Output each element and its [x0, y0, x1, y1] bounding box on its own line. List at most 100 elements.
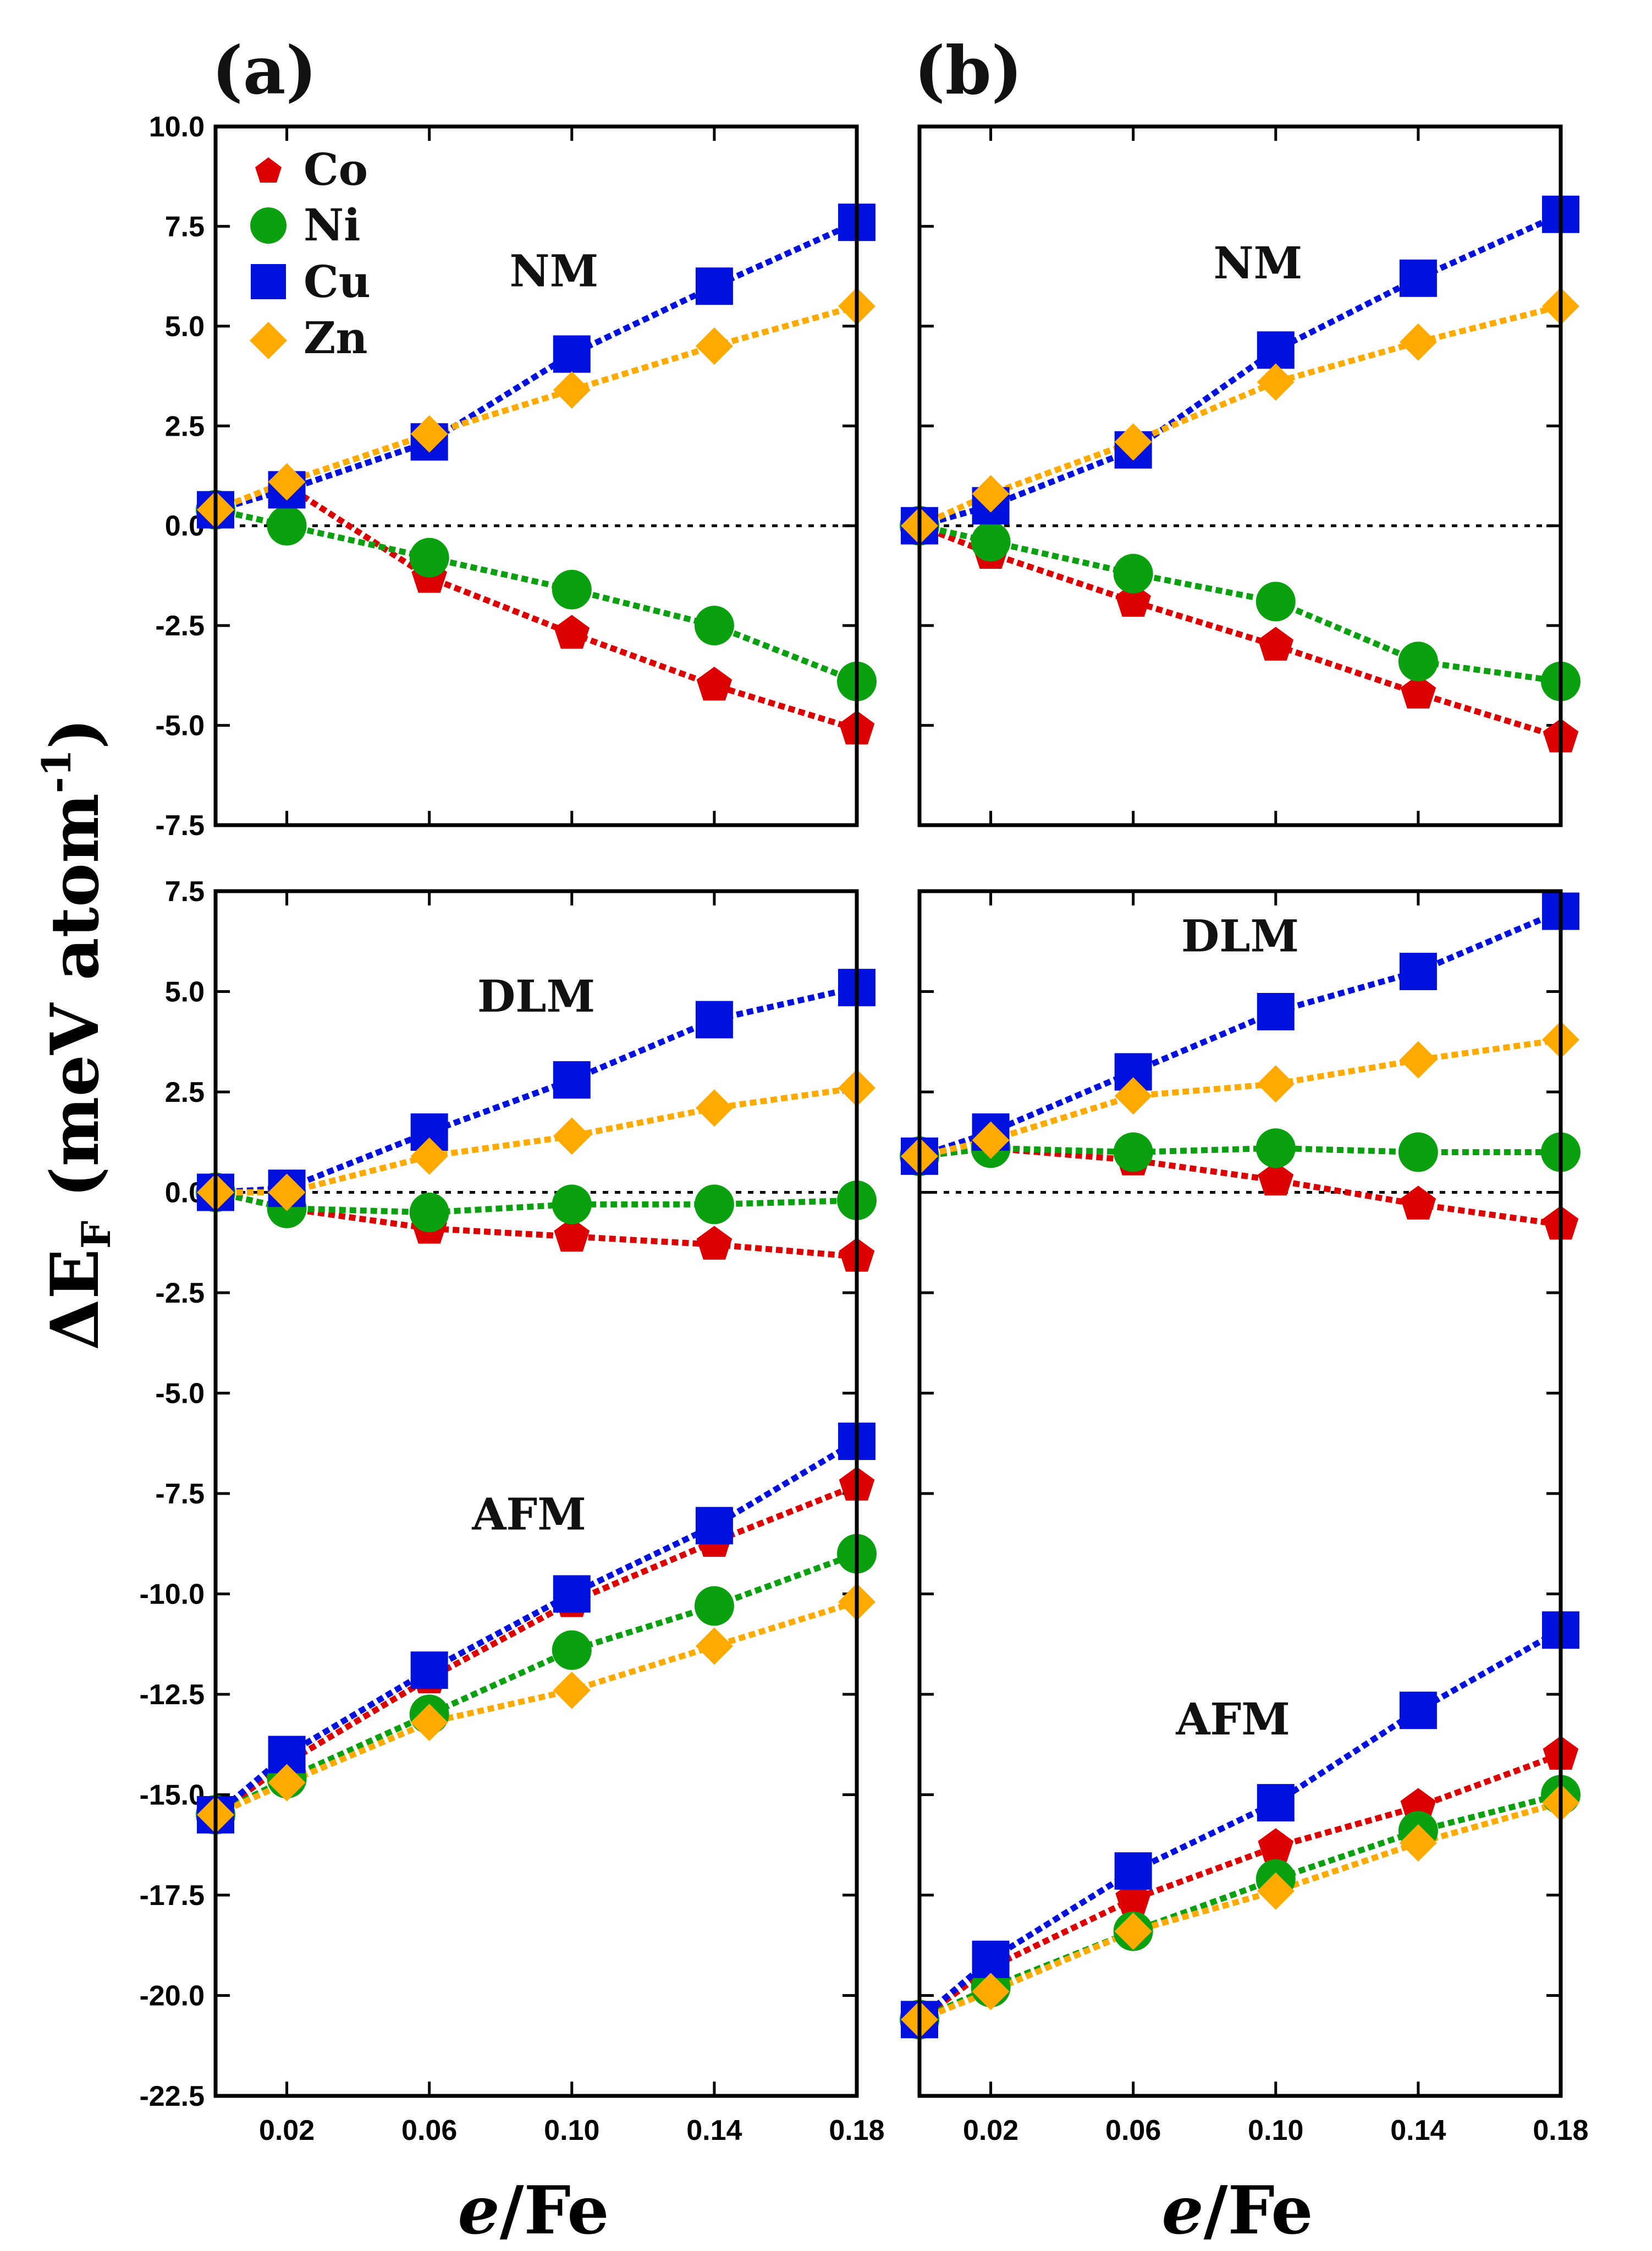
- x-tick-label: 0.18: [1533, 2115, 1588, 2146]
- series-line-zn: [214, 1599, 858, 1818]
- plot-frame: [213, 889, 859, 2098]
- x-tick-label: 0.10: [544, 2115, 599, 2146]
- data-point-zn: [1257, 1065, 1295, 1103]
- data-point-cu: [1114, 1852, 1152, 1890]
- data-point-zn: [410, 1704, 448, 1742]
- x-tick-label: 0.06: [401, 2115, 457, 2146]
- legend-label-zn: Zn: [304, 312, 368, 364]
- data-point-zn: [1257, 363, 1295, 401]
- x-tick-label: 0.06: [1105, 2115, 1161, 2146]
- series-line-co: [214, 1189, 857, 1260]
- data-point-ni: [1398, 641, 1438, 682]
- data-point-zn: [1399, 323, 1437, 361]
- x-tick-label: 0.14: [686, 2115, 742, 2146]
- data-point-ni: [1255, 581, 1296, 622]
- data-point-zn: [972, 1121, 1010, 1159]
- plot-frame: [213, 124, 859, 827]
- plot-frame: [917, 124, 1563, 827]
- region-label-dlm: DLM: [477, 970, 595, 1022]
- y-tick-label: -2.5: [155, 610, 205, 642]
- y-tick-label: -5.0: [155, 1378, 205, 1410]
- y-tick-label: -5.0: [155, 710, 205, 742]
- y-tick-label: 7.5: [165, 876, 205, 908]
- data-point-zn: [972, 1973, 1010, 2011]
- panel-label-a: (a): [212, 32, 317, 109]
- data-point-zn: [553, 1117, 591, 1155]
- x-tick-label: 0.14: [1390, 2115, 1446, 2146]
- region-label-nm: NM: [1214, 237, 1303, 289]
- legend-marker-co: [255, 157, 282, 183]
- y-tick-label: 10.0: [149, 111, 205, 143]
- series-line-ni: [214, 1551, 858, 1818]
- y-tick-label: 5.0: [165, 311, 205, 343]
- data-point-cu: [553, 1061, 591, 1099]
- y-tick-label: 2.5: [165, 410, 205, 442]
- data-point-cu: [410, 1651, 448, 1689]
- y-tick-label: -12.5: [139, 1679, 205, 1711]
- data-point-zn: [1114, 423, 1152, 461]
- data-point-zn: [1257, 1872, 1295, 1910]
- data-point-zn: [553, 371, 591, 409]
- data-point-ni: [1113, 1132, 1153, 1172]
- x-axis-title-b: e/Fe: [1161, 2172, 1313, 2249]
- plots: 10.07.55.02.50.0-2.5-5.0-7.5NM7.55.02.50…: [139, 111, 1588, 2146]
- series-line-zn: [918, 1036, 1561, 1160]
- x-tick-label: 0.02: [259, 2115, 315, 2146]
- data-point-co: [1258, 1828, 1294, 1862]
- data-point-cu: [1399, 1692, 1437, 1730]
- data-point-zn: [1399, 1824, 1437, 1862]
- data-point-ni: [694, 1184, 734, 1225]
- series-line-co: [919, 1145, 1561, 1228]
- legend-marker-cu: [251, 264, 286, 299]
- data-point-ni: [409, 537, 449, 578]
- data-point-ni: [552, 569, 592, 610]
- y-tick-label: 7.5: [165, 211, 205, 243]
- data-point-zn: [1399, 1041, 1437, 1079]
- legend-label-co: Co: [304, 144, 368, 195]
- legend-marker-ni: [250, 207, 287, 244]
- data-point-zn: [695, 327, 733, 365]
- plot-frame: [917, 889, 1563, 2098]
- data-point-cu: [553, 1575, 591, 1613]
- y-tick-label: 2.5: [165, 1077, 205, 1108]
- y-tick-label: -17.5: [139, 1880, 205, 1912]
- x-tick-label: 0.10: [1248, 2115, 1303, 2146]
- series-line-co: [918, 523, 1562, 740]
- series-line-co: [917, 1752, 1562, 2022]
- data-point-cu: [1257, 331, 1295, 369]
- data-point-co: [1115, 583, 1151, 617]
- series-line-cu: [214, 219, 858, 513]
- series-line-ni: [214, 507, 858, 684]
- legend-label-cu: Cu: [304, 256, 371, 308]
- data-point-ni: [971, 521, 1011, 562]
- data-point-ni: [552, 1630, 592, 1670]
- y-tick-label: 5.0: [165, 976, 205, 1008]
- data-point-zn: [972, 475, 1010, 513]
- data-point-zn: [268, 1173, 306, 1211]
- data-point-zn: [410, 415, 448, 453]
- series-line-ni: [214, 1189, 857, 1216]
- plot-2: NM: [900, 124, 1581, 827]
- data-point-zn: [268, 1764, 306, 1802]
- series-line-ni: [919, 1145, 1561, 1160]
- data-point-cu: [553, 335, 591, 373]
- series-line-cu: [917, 1627, 1562, 2022]
- x-axis-title-a: e/Fe: [458, 2172, 609, 2249]
- data-point-zn: [553, 1671, 591, 1709]
- panel-label-b: (b): [914, 32, 1022, 109]
- data-point-ni: [1398, 1132, 1438, 1172]
- data-point-co: [554, 614, 590, 649]
- data-point-cu: [695, 1507, 733, 1545]
- data-point-co: [1400, 674, 1436, 709]
- legend-label-ni: Ni: [304, 199, 361, 251]
- series-line-ni: [918, 523, 1561, 685]
- data-point-ni: [694, 606, 734, 646]
- plot-1: 7.55.02.50.0-2.5-5.0-7.5-10.0-12.5-15.0-…: [139, 876, 884, 2146]
- data-point-cu: [695, 1001, 733, 1039]
- data-point-cu: [1257, 1784, 1295, 1822]
- y-tick-label: -7.5: [155, 810, 205, 842]
- data-point-co: [696, 667, 733, 701]
- y-tick-label: -20.0: [139, 1980, 205, 2012]
- data-point-co: [1400, 1185, 1436, 1220]
